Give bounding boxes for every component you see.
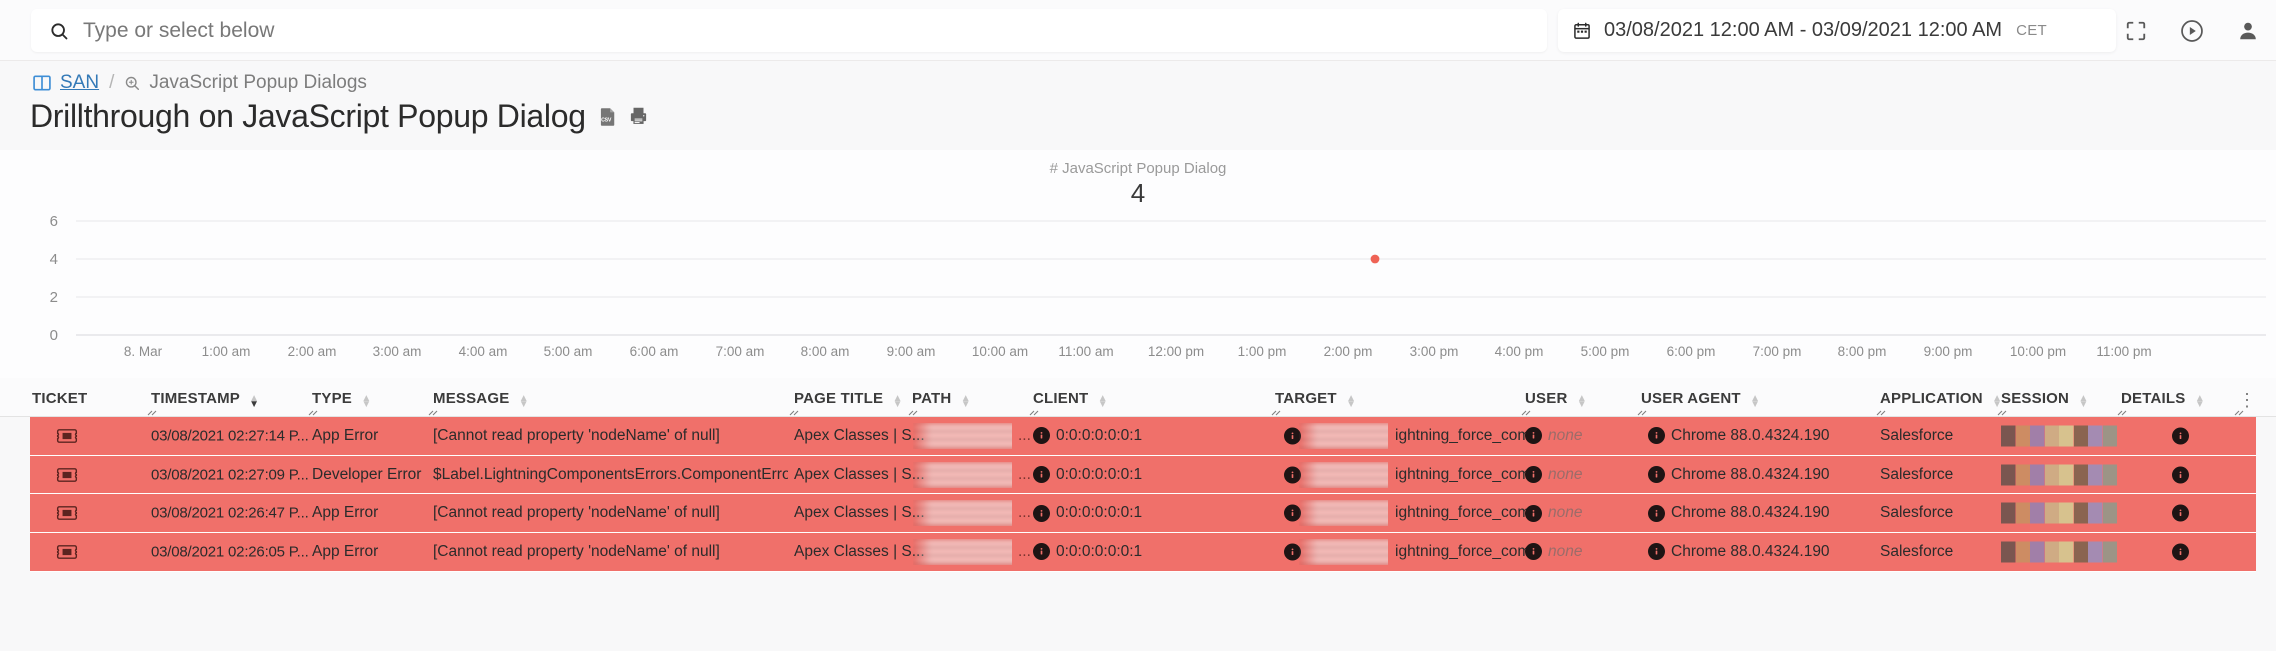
svg-text:CSV: CSV <box>601 117 612 123</box>
svg-text:4: 4 <box>50 251 58 268</box>
svg-text:6:00 pm: 6:00 pm <box>1667 344 1716 359</box>
svg-text:4:00 pm: 4:00 pm <box>1495 344 1544 359</box>
svg-text:7:00 am: 7:00 am <box>716 344 765 359</box>
svg-text:0: 0 <box>50 327 58 344</box>
svg-text:7:00 pm: 7:00 pm <box>1753 344 1802 359</box>
svg-text:11:00 pm: 11:00 pm <box>2096 344 2151 359</box>
svg-text:10:00 am: 10:00 am <box>972 344 1028 359</box>
svg-text:9:00 pm: 9:00 pm <box>1924 344 1973 359</box>
svg-text:12:00 pm: 12:00 pm <box>1148 344 1204 359</box>
svg-text:8. Mar: 8. Mar <box>124 344 163 359</box>
svg-text:2:00 pm: 2:00 pm <box>1324 344 1373 359</box>
svg-text:8:00 pm: 8:00 pm <box>1838 344 1887 359</box>
svg-text:1:00 pm: 1:00 pm <box>1238 344 1287 359</box>
svg-text:1:00 am: 1:00 am <box>202 344 251 359</box>
svg-text:2:00 am: 2:00 am <box>288 344 337 359</box>
svg-text:2: 2 <box>50 289 58 306</box>
svg-text:9:00 am: 9:00 am <box>887 344 936 359</box>
svg-text:5:00 am: 5:00 am <box>544 344 593 359</box>
svg-text:3:00 pm: 3:00 pm <box>1410 344 1459 359</box>
svg-text:8:00 am: 8:00 am <box>801 344 850 359</box>
svg-text:3:00 am: 3:00 am <box>373 344 422 359</box>
svg-text:6: 6 <box>50 213 58 230</box>
svg-text:10:00 pm: 10:00 pm <box>2010 344 2066 359</box>
svg-text:4:00 am: 4:00 am <box>459 344 508 359</box>
svg-text:5:00 pm: 5:00 pm <box>1581 344 1630 359</box>
svg-text:6:00 am: 6:00 am <box>630 344 679 359</box>
svg-text:11:00 am: 11:00 am <box>1058 344 1113 359</box>
